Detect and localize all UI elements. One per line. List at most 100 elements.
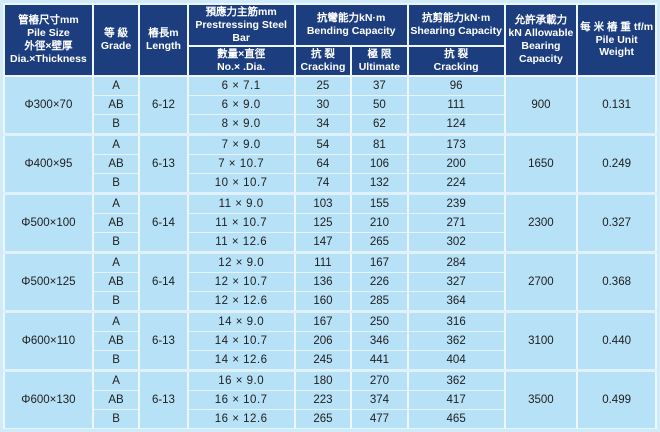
bending-cracking-cell: 167	[293, 309, 353, 332]
unit-weight-cell: 0.249	[576, 132, 657, 194]
table-row: Φ400×95 A 6-13 7 × 9.0 54 81 173 1650 0.249	[3, 132, 657, 194]
length-cell: 6-13	[138, 309, 189, 371]
header-bearing-capacity: 允許承載力 kN Allowable Bearing Capacity	[503, 3, 579, 77]
shearing-cracking-cell: 239	[406, 191, 506, 214]
shearing-cracking-cell: 327	[406, 271, 506, 292]
header-steel-bar: 預應力主筋mm Prestressing Steel Bar	[186, 2, 296, 48]
grade-cell: B	[91, 231, 141, 253]
header-bending-ultimate: 極 限 Ultimate	[350, 45, 409, 77]
shearing-cracking-cell: 417	[406, 389, 506, 410]
bending-cracking-cell: 265	[293, 408, 353, 429]
bending-ultimate-cell: 374	[350, 389, 409, 410]
bending-ultimate-cell: 106	[350, 153, 409, 174]
bending-cracking-cell: 103	[293, 191, 353, 214]
bending-ultimate-cell: 155	[350, 191, 409, 214]
steel-bar-cell: 7 × 9.0	[186, 132, 296, 155]
grade-cell: A	[91, 132, 141, 155]
shearing-cracking-cell: 302	[406, 231, 506, 253]
grade-cell: A	[91, 368, 141, 391]
grade-cell: AB	[91, 330, 141, 351]
header-bending-cracking: 抗 裂 Cracking	[293, 45, 353, 77]
shearing-cracking-cell: 111	[406, 94, 506, 115]
header-shearing-cracking: 抗 裂 Cracking	[406, 45, 506, 77]
pile-size-cell: Φ600×130	[3, 368, 94, 429]
bending-cracking-cell: 30	[293, 94, 353, 115]
length-cell: 6-14	[138, 250, 189, 312]
unit-weight-cell: 0.499	[576, 368, 657, 429]
bending-cracking-cell: 54	[293, 132, 353, 155]
steel-bar-cell: 10 × 10.7	[186, 172, 296, 194]
bending-cracking-cell: 125	[293, 212, 353, 233]
shearing-cracking-cell: 200	[406, 153, 506, 174]
bending-ultimate-cell: 210	[350, 212, 409, 233]
steel-bar-cell: 7 × 10.7	[186, 153, 296, 174]
shearing-cracking-cell: 362	[406, 330, 506, 351]
grade-cell: AB	[91, 212, 141, 233]
table-row: AB 14 × 10.7 206 346 362	[4, 330, 656, 351]
table-row: AB 11 × 10.7 125 210 271	[4, 212, 656, 233]
table-row: Φ600×130 A 6-13 16 × 9.0 180 270 362 3500 0.499	[3, 368, 657, 429]
shearing-cracking-cell: 173	[406, 132, 506, 155]
bending-ultimate-cell: 37	[350, 75, 409, 96]
table-body: Φ300×70 A 6-12 6 × 7.1 25 37 96 900 0.131 AB 6 × 9…	[3, 74, 657, 429]
grade-cell: AB	[91, 94, 141, 115]
bending-ultimate-cell: 226	[350, 271, 409, 292]
grade-cell: AB	[91, 271, 141, 292]
header-pile-size: 管樁尺寸mm Pile Size 外徑×壁厚 Dia.×Thickness	[3, 3, 94, 77]
unit-weight-cell: 0.131	[576, 74, 657, 135]
bending-cracking-cell: 25	[293, 75, 353, 96]
steel-bar-cell: 14 × 12.6	[186, 349, 296, 371]
pile-size-cell: Φ300×70	[3, 74, 94, 135]
bending-cracking-cell: 74	[293, 172, 353, 194]
pile-size-cell: Φ600×110	[3, 309, 94, 371]
steel-bar-cell: 11 × 10.7	[186, 212, 296, 233]
bending-ultimate-cell: 62	[350, 113, 409, 135]
length-cell: 6-13	[138, 368, 189, 429]
bearing-capacity-cell: 2700	[503, 250, 579, 312]
table-row: AB 12 × 10.7 136 226 327	[4, 271, 656, 292]
bearing-capacity-cell: 3500	[503, 368, 579, 429]
bending-ultimate-cell: 167	[350, 250, 409, 273]
table-row: AB 16 × 10.7 223 374 417	[4, 389, 656, 410]
pile-size-cell: Φ400×95	[3, 132, 94, 194]
shearing-cracking-cell: 124	[406, 113, 506, 135]
steel-bar-cell: 12 × 10.7	[186, 271, 296, 292]
steel-bar-cell: 16 × 9.0	[186, 368, 296, 391]
table-row: B 16 × 12.6 265 477 465	[4, 408, 656, 429]
bending-cracking-cell: 64	[293, 153, 353, 174]
bending-ultimate-cell: 346	[350, 330, 409, 351]
unit-weight-cell: 0.440	[576, 309, 657, 371]
bending-ultimate-cell: 250	[350, 309, 409, 332]
table-row: AB 7 × 10.7 64 106 200	[4, 153, 656, 174]
table-row: Φ600×110 A 6-13 14 × 9.0 167 250 316 3100 0.440	[3, 309, 657, 371]
bending-ultimate-cell: 285	[350, 290, 409, 312]
grade-cell: AB	[91, 153, 141, 174]
bending-ultimate-cell: 132	[350, 172, 409, 194]
steel-bar-cell: 12 × 12.6	[186, 290, 296, 312]
header-steel-bar-no-dia: 數量×直徑 No.× .Dia.	[186, 45, 296, 77]
shearing-cracking-cell: 362	[406, 368, 506, 391]
bending-ultimate-cell: 270	[350, 368, 409, 391]
bearing-capacity-cell: 1650	[503, 132, 579, 194]
shearing-cracking-cell: 316	[406, 309, 506, 332]
steel-bar-cell: 11 × 9.0	[186, 191, 296, 214]
steel-bar-cell: 12 × 9.0	[186, 250, 296, 273]
shearing-cracking-cell: 271	[406, 212, 506, 233]
grade-cell: A	[91, 75, 141, 96]
steel-bar-cell: 6 × 7.1	[186, 75, 296, 96]
steel-bar-cell: 16 × 12.6	[186, 408, 296, 429]
grade-cell: AB	[91, 389, 141, 410]
pile-size-cell: Φ500×100	[3, 191, 94, 253]
shearing-cracking-cell: 284	[406, 250, 506, 273]
header-length: 樁長m Length	[138, 3, 189, 77]
shearing-cracking-cell: 96	[406, 75, 506, 96]
bending-ultimate-cell: 441	[350, 349, 409, 371]
bearing-capacity-cell: 900	[503, 74, 579, 135]
header-bending-capacity: 抗彎能力kN·m Bending Capacity	[293, 2, 409, 48]
length-cell: 6-12	[138, 74, 189, 135]
bearing-capacity-cell: 2300	[503, 191, 579, 253]
header-shearing-capacity: 抗剪能力kN·m Shearing Capacity	[406, 2, 506, 48]
length-cell: 6-14	[138, 191, 189, 253]
bending-cracking-cell: 111	[293, 250, 353, 273]
